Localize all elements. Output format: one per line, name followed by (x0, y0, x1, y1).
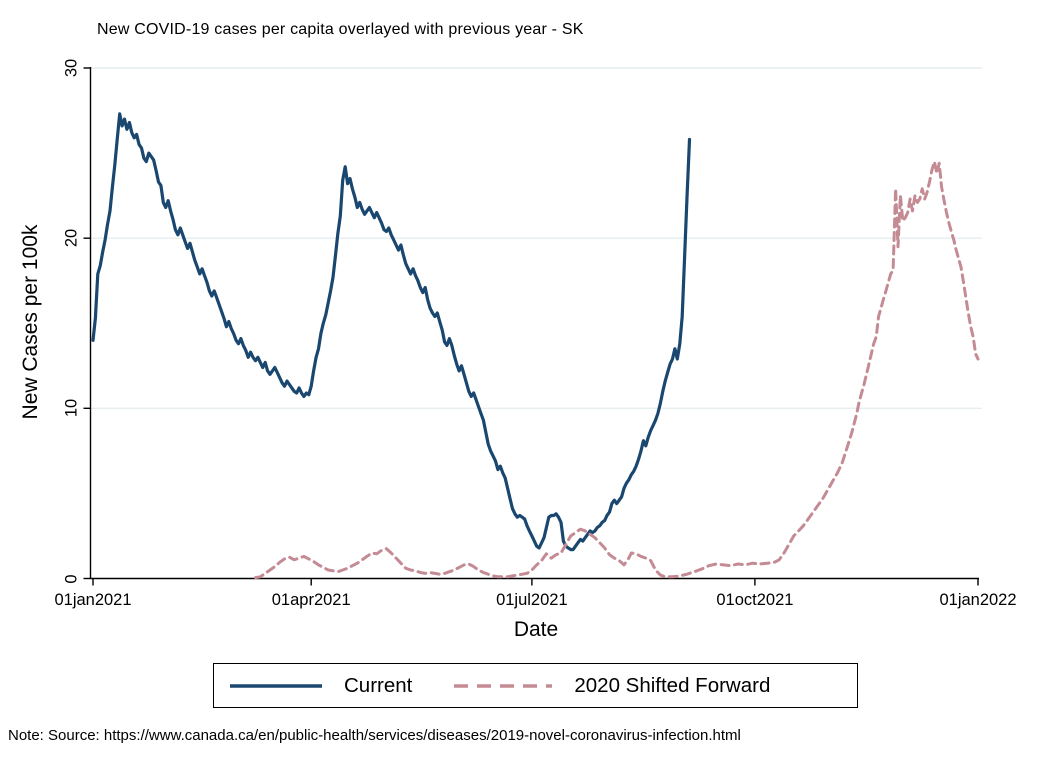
legend-label-shifted: 2020 Shifted Forward (574, 673, 771, 697)
legend-line-sample-current (230, 683, 322, 688)
legend-label-current: Current (344, 673, 413, 697)
legend-line-sample-shifted (454, 683, 553, 688)
legend: Current 2020 Shifted Forward (213, 663, 858, 708)
y-tick-label: 30 (62, 58, 81, 78)
x-tick-label: 01jan2022 (939, 591, 1017, 609)
chart-title: New COVID-19 cases per capita overlayed … (97, 21, 584, 38)
x-tick-label: 01jul2021 (496, 591, 568, 609)
series-line-current (91, 112, 692, 552)
source-note: Note: Source: https://www.canada.ca/en/p… (8, 727, 741, 744)
y-tick-label: 10 (62, 399, 81, 418)
x-tick-label: 01oct2021 (716, 591, 794, 609)
x-axis-title: Date (513, 618, 559, 641)
y-axis-title: New Cases per 100k (19, 224, 42, 420)
x-tick-label: 01apr2021 (271, 591, 351, 609)
x-tick-label: 01jan2021 (54, 591, 132, 609)
y-tick-label: 20 (62, 228, 81, 248)
series-line-2020-shifted-forward (254, 160, 980, 580)
y-tick-label: 0 (62, 573, 81, 584)
